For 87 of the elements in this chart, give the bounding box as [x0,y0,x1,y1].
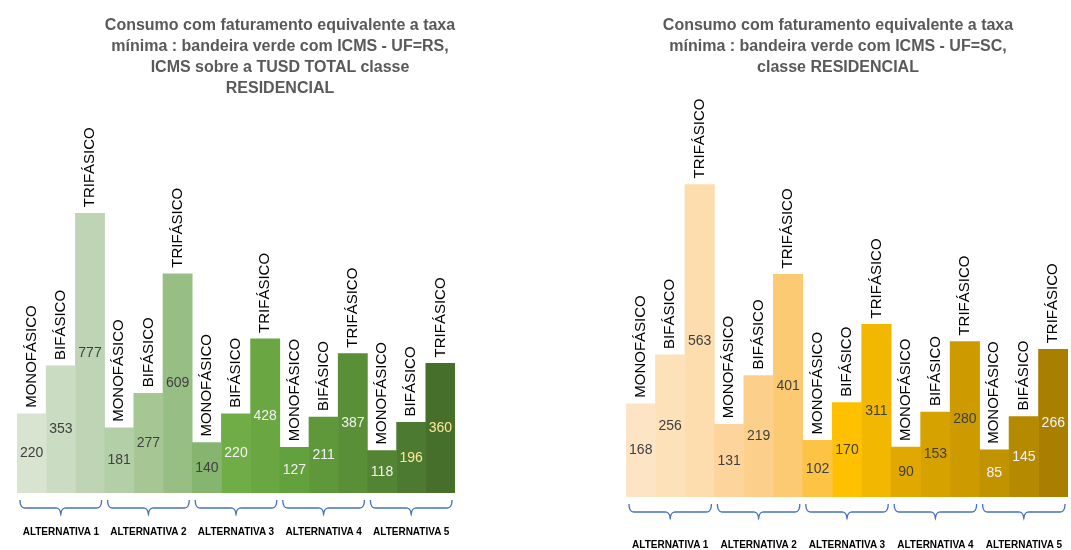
data-label: 311 [865,401,888,418]
chart-title: Consumo com faturamento equivalente a taxa mínima : bandeira verde com ICMS - UF=RS, ICMS sobre a TUSD TOTAL classe RESIDENCIAL [103,15,457,98]
bar [1038,349,1068,497]
text: BIFÁSICO [748,299,766,370]
data-label: 127 [282,461,307,477]
text: MONOFÁSICO [21,305,39,408]
data-label: 168 [629,441,653,458]
data-label: 181 [107,451,132,468]
text: BIFÁSICO [313,341,331,412]
x-tick-label: ALTERNATIVA 3 [197,525,275,537]
bar [191,442,222,493]
x-tick-label: ALTERNATIVA 5 [985,538,1063,550]
text: TRIFÁSICO [955,255,973,336]
text: BIFÁSICO [660,278,678,349]
text: BIFÁSICO [1013,340,1031,411]
data-label: 353 [49,420,73,437]
text: TRIFÁSICO [689,98,707,179]
bar [831,402,863,497]
text: BIFÁSICO [925,336,943,407]
x-tick-label: ALTERNATIVA 1 [632,538,709,550]
x-tick-label: ALTERNATIVA 3 [808,538,886,550]
data-label: 102 [805,459,830,476]
x-tick-label: ALTERNATIVA 5 [373,525,450,537]
data-label: 277 [136,434,161,450]
bar [45,365,76,493]
text: MONOFÁSICO [284,338,302,442]
bar [162,273,193,493]
data-label: 387 [341,414,365,431]
text: TRIFÁSICO [80,127,98,208]
text: BIFÁSICO [226,337,244,408]
data-label: 196 [399,448,424,465]
text: TRIFÁSICO [167,187,185,268]
bar [133,392,164,493]
text: BIFÁSICO [50,289,68,360]
bar [714,423,745,497]
text: MONOFÁSICO [630,295,648,398]
text: MONOFÁSICO [372,342,390,445]
text: TRIFÁSICO [255,252,273,333]
data-label: 118 [370,462,394,479]
data-label: 85 [986,464,1003,481]
text: BIFÁSICO [837,326,855,397]
text: MONOFÁSICO [807,331,825,435]
text: TRIFÁSICO [778,188,796,269]
x-tick-label: ALTERNATIVA 4 [897,538,974,550]
text: BIFÁSICO [138,317,156,388]
data-label: 563 [687,331,712,348]
bar [626,403,656,497]
data-label: 428 [253,406,278,423]
data-label: 609 [165,374,190,391]
data-label: 131 [717,451,742,468]
text: TRIFÁSICO [1043,263,1061,344]
data-label: 219 [746,427,771,444]
text: BIFÁSICO [401,346,419,417]
text: MONOFÁSICO [719,315,737,419]
x-tick-label: ALTERNATIVA 2 [720,538,798,550]
bar [17,413,47,493]
bar [802,440,833,497]
bar [104,427,135,493]
chart-title: Consumo com faturamento equivalente a taxa mínima : bandeira verde com ICMS - UF=SC, classe RESIDENCIAL [661,15,1015,77]
data-label: 266 [1041,414,1066,431]
text: MONOFÁSICO [984,341,1002,444]
x-tick-label: ALTERNATIVA 2 [110,525,187,537]
bar [861,324,892,497]
bar [773,274,804,497]
data-label: 153 [923,445,948,462]
data-label: 256 [658,416,683,433]
text: TRIFÁSICO [866,238,884,319]
data-label: 211 [312,445,335,462]
data-label: 401 [776,376,800,393]
bar [75,212,105,493]
data-label: 145 [1012,447,1036,464]
bar [743,375,774,497]
x-tick-label: ALTERNATIVA 4 [285,525,363,537]
data-label: 90 [898,462,914,479]
text: TRIFÁSICO [430,277,448,358]
data-label: 777 [78,344,102,360]
data-label: 140 [195,458,219,475]
data-label: 170 [835,440,859,457]
text: MONOFÁSICO [109,319,127,422]
data-label: 360 [428,419,453,436]
text: MONOFÁSICO [896,338,914,442]
data-label: 280 [953,410,977,427]
text: MONOFÁSICO [196,334,214,437]
data-label: 220 [224,444,248,461]
text: TRIFÁSICO [342,267,360,348]
data-label: 220 [19,444,44,461]
x-tick-label: ALTERNATIVA 1 [22,525,100,537]
